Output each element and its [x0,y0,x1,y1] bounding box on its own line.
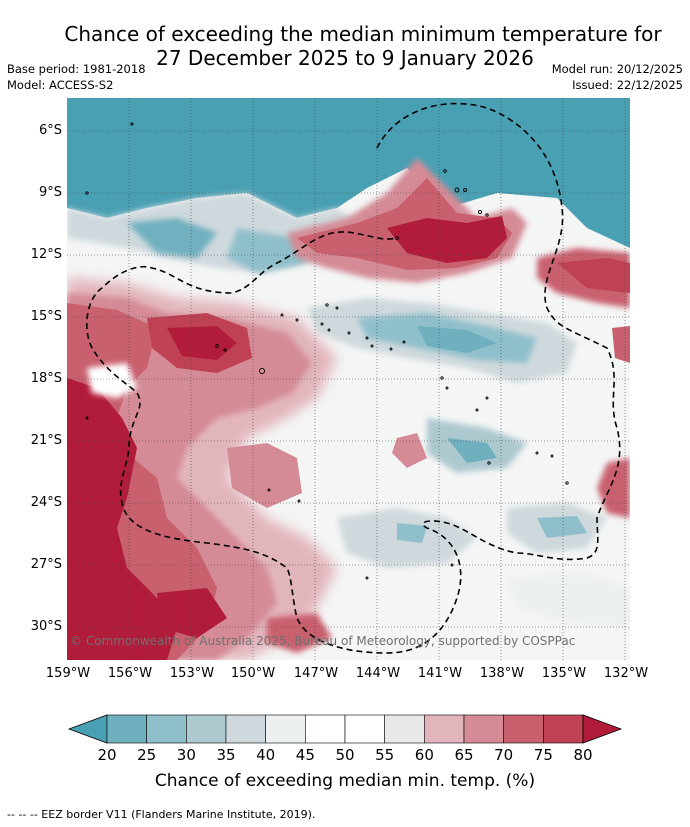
colorbar-tick-label: 35 [216,746,236,764]
lat-label-6s: 6°S [38,123,62,138]
lon-label-156w: 156°W [107,666,153,681]
colorbar-tick-label: 55 [375,746,395,764]
colorbar-tick-label: 65 [454,746,474,764]
model-label: Model: ACCESS-S2 [7,78,114,92]
colorbar-segment [265,714,306,744]
neutral-patch [87,363,137,398]
lon-label-150w: 150°W [230,666,276,681]
lat-label-12s: 12°S [30,247,62,262]
probability-map [67,98,630,660]
low-probability-region-central [307,298,630,628]
colorbar-tick-label: 40 [256,746,276,764]
colorbar-tick-label: 75 [533,746,553,764]
lon-label-147w: 147°W [293,666,339,681]
colorbar-segment [424,714,465,744]
colorbar-label: Chance of exceeding median min. temp. (%… [154,771,536,791]
colorbar-tick-label: 20 [97,746,117,764]
lon-label-141w: 141°W [417,666,463,681]
graticule [67,98,630,660]
lat-label-30s: 30°S [30,619,62,634]
lat-label-15s: 15°S [30,309,62,324]
low-probability-region-north [67,98,630,273]
colorbar-segment [305,714,346,744]
colorbar [67,714,623,744]
lon-label-132w: 132°W [603,666,649,681]
colorbar-segment [146,714,187,744]
base-period-label: Base period: 1981-2018 [7,62,146,76]
lon-label-135w: 135°W [541,666,587,681]
lat-label-27s: 27°S [30,557,62,572]
lon-label-144w: 144°W [355,666,401,681]
eez-footnote: -- -- -- EEZ border V11 (Flanders Marine… [7,808,316,821]
colorbar-segments [67,714,623,744]
lat-label-9s: 9°S [38,185,62,200]
colorbar-segment [543,714,584,744]
lat-label-24s: 24°S [30,495,62,510]
colorbar-tick-label: 45 [295,746,315,764]
copyright-notice: © Commonwealth of Australia 2025, Bureau… [70,634,576,648]
colorbar-segment [106,714,147,744]
issued-label: Issued: 22/12/2025 [572,78,683,92]
chart-title-line-1: Chance of exceeding the median minimum t… [64,22,662,46]
colorbar-segment [384,714,425,744]
high-probability-region-north [287,158,630,363]
colorbar-high-extend [582,714,623,744]
colorbar-segment [463,714,504,744]
lon-label-159w: 159°W [45,666,91,681]
chart-title-line-2: 27 December 2025 to 9 January 2026 [156,46,534,70]
colorbar-segment [186,714,227,744]
colorbar-segment [344,714,385,744]
lat-label-21s: 21°S [30,433,62,448]
model-run-label: Model run: 20/12/2025 [551,62,683,76]
lat-label-18s: 18°S [30,371,62,386]
lon-label-153w: 153°W [169,666,215,681]
islands [85,122,569,580]
colorbar-low-extend [67,714,108,744]
map-canvas [67,98,630,660]
colorbar-tick-label: 25 [137,746,157,764]
colorbar-tick-label: 70 [494,746,514,764]
colorbar-segment [225,714,266,744]
eez-border [86,102,621,654]
colorbar-tick-label: 30 [176,746,196,764]
lon-label-138w: 138°W [479,666,525,681]
colorbar-tick-label: 60 [414,746,434,764]
colorbar-segment [503,714,544,744]
colorbar-tick-label: 50 [335,746,355,764]
colorbar-tick-label: 80 [573,746,593,764]
